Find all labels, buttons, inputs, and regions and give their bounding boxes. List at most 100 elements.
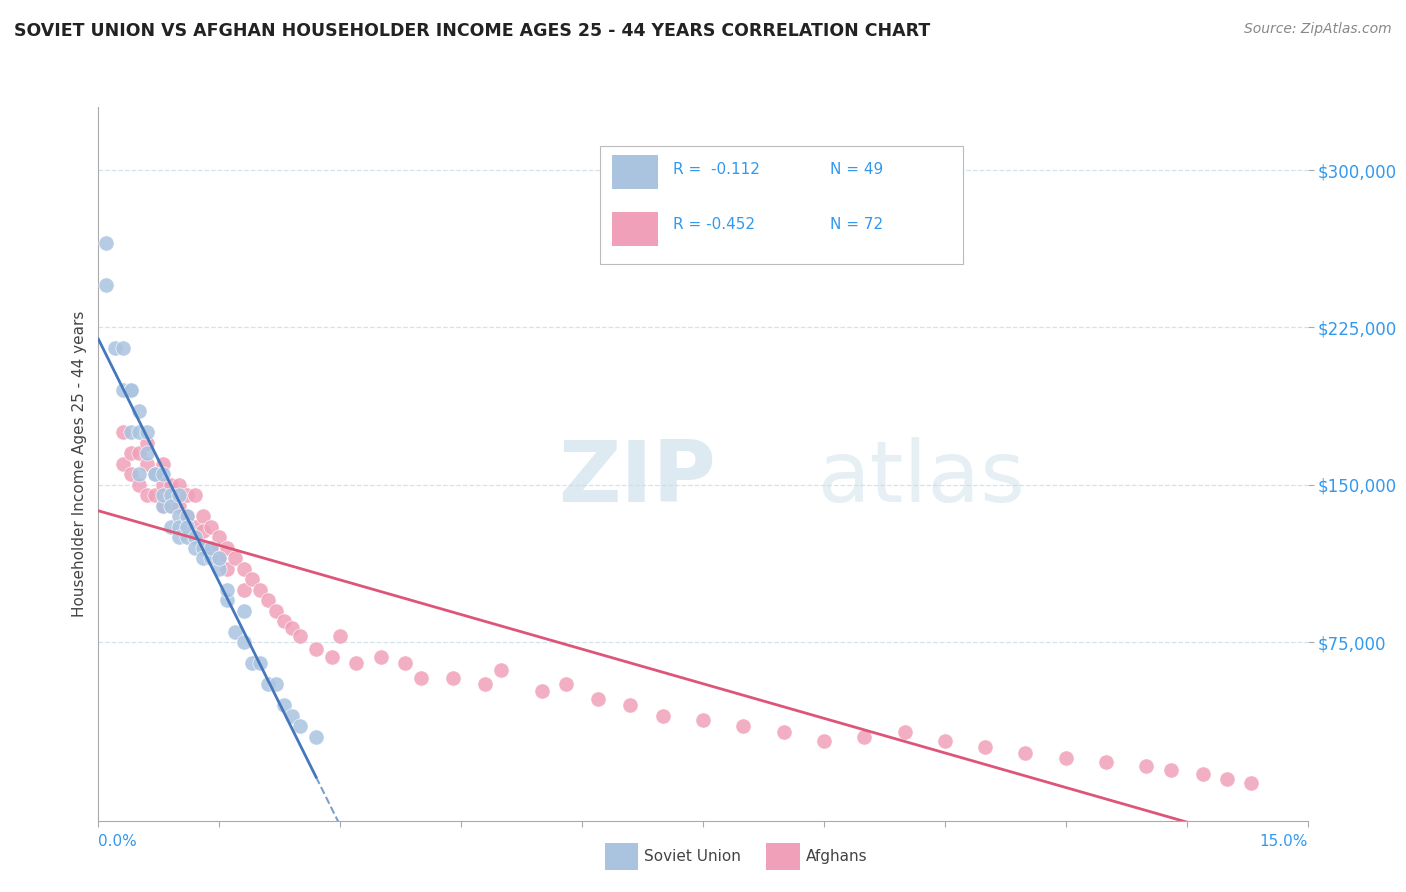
Point <box>651 708 673 723</box>
Point <box>217 582 239 597</box>
Point <box>167 530 190 544</box>
Point <box>135 425 157 440</box>
Point <box>772 725 794 739</box>
Point <box>120 446 142 460</box>
Point <box>305 730 328 744</box>
Point <box>135 446 157 460</box>
Point <box>184 530 207 544</box>
Point <box>321 649 343 664</box>
Y-axis label: Householder Income Ages 25 - 44 years: Householder Income Ages 25 - 44 years <box>72 310 87 617</box>
Point <box>200 541 222 555</box>
Point <box>273 614 295 628</box>
Point <box>128 467 150 482</box>
Point <box>135 488 157 502</box>
Point <box>555 677 578 691</box>
Point <box>160 499 183 513</box>
Point <box>530 683 553 698</box>
Point <box>167 509 190 524</box>
Point <box>143 488 166 502</box>
Point <box>184 488 207 502</box>
Point <box>160 499 183 513</box>
Point <box>256 593 278 607</box>
Point <box>249 657 271 671</box>
Point <box>120 425 142 440</box>
Point <box>176 530 198 544</box>
Point <box>249 582 271 597</box>
Point <box>208 551 231 566</box>
Point <box>224 624 246 639</box>
Point <box>232 635 254 649</box>
Point <box>934 734 956 748</box>
Point <box>128 404 150 418</box>
Point <box>111 342 134 356</box>
Point <box>160 488 183 502</box>
Point <box>1054 750 1077 764</box>
Point <box>167 499 190 513</box>
Point <box>176 509 198 524</box>
Point <box>208 551 231 566</box>
Point <box>491 663 513 677</box>
Point <box>193 551 215 566</box>
Point <box>152 488 174 502</box>
Point <box>240 657 263 671</box>
Point <box>184 520 207 534</box>
Point <box>208 530 231 544</box>
Point <box>853 730 876 744</box>
Text: R = -0.452: R = -0.452 <box>672 218 755 232</box>
Point <box>394 657 416 671</box>
Point <box>1095 755 1118 769</box>
Point <box>193 541 215 555</box>
Point <box>281 621 304 635</box>
Text: N = 49: N = 49 <box>830 162 883 178</box>
Point <box>893 725 915 739</box>
Point <box>96 278 118 293</box>
Text: SOVIET UNION VS AFGHAN HOUSEHOLDER INCOME AGES 25 - 44 YEARS CORRELATION CHART: SOVIET UNION VS AFGHAN HOUSEHOLDER INCOM… <box>14 22 931 40</box>
Point <box>441 671 464 685</box>
Point <box>474 677 496 691</box>
Text: Soviet Union: Soviet Union <box>644 849 741 863</box>
Text: 0.0%: 0.0% <box>98 834 138 849</box>
Point <box>193 524 215 538</box>
Point <box>176 509 198 524</box>
FancyBboxPatch shape <box>600 146 963 264</box>
Point <box>329 629 352 643</box>
Point <box>200 520 222 534</box>
Point <box>264 604 287 618</box>
Point <box>128 425 150 440</box>
Point <box>200 551 222 566</box>
Point <box>200 541 222 555</box>
Point <box>344 657 367 671</box>
Point <box>143 467 166 482</box>
Point <box>176 520 198 534</box>
Point <box>1135 759 1157 773</box>
Point <box>256 677 278 691</box>
Point <box>217 541 239 555</box>
Point <box>167 488 190 502</box>
Point <box>240 572 263 586</box>
Point <box>1014 747 1036 761</box>
Point <box>974 740 997 755</box>
Point <box>288 719 311 733</box>
Point <box>152 467 174 482</box>
Point <box>232 582 254 597</box>
Point <box>1240 776 1263 790</box>
Point <box>733 719 755 733</box>
Point <box>288 629 311 643</box>
Point <box>143 467 166 482</box>
Point <box>120 467 142 482</box>
FancyBboxPatch shape <box>612 155 658 189</box>
Point <box>152 457 174 471</box>
Point <box>232 562 254 576</box>
Point <box>305 641 328 656</box>
Point <box>1191 767 1213 781</box>
Point <box>103 342 125 356</box>
Point <box>128 478 150 492</box>
Point <box>193 541 215 555</box>
Point <box>128 446 150 460</box>
Point <box>135 435 157 450</box>
Point <box>160 478 183 492</box>
Point <box>370 649 392 664</box>
Text: ZIP: ZIP <box>558 436 716 520</box>
Point <box>281 708 304 723</box>
Point <box>111 425 134 440</box>
